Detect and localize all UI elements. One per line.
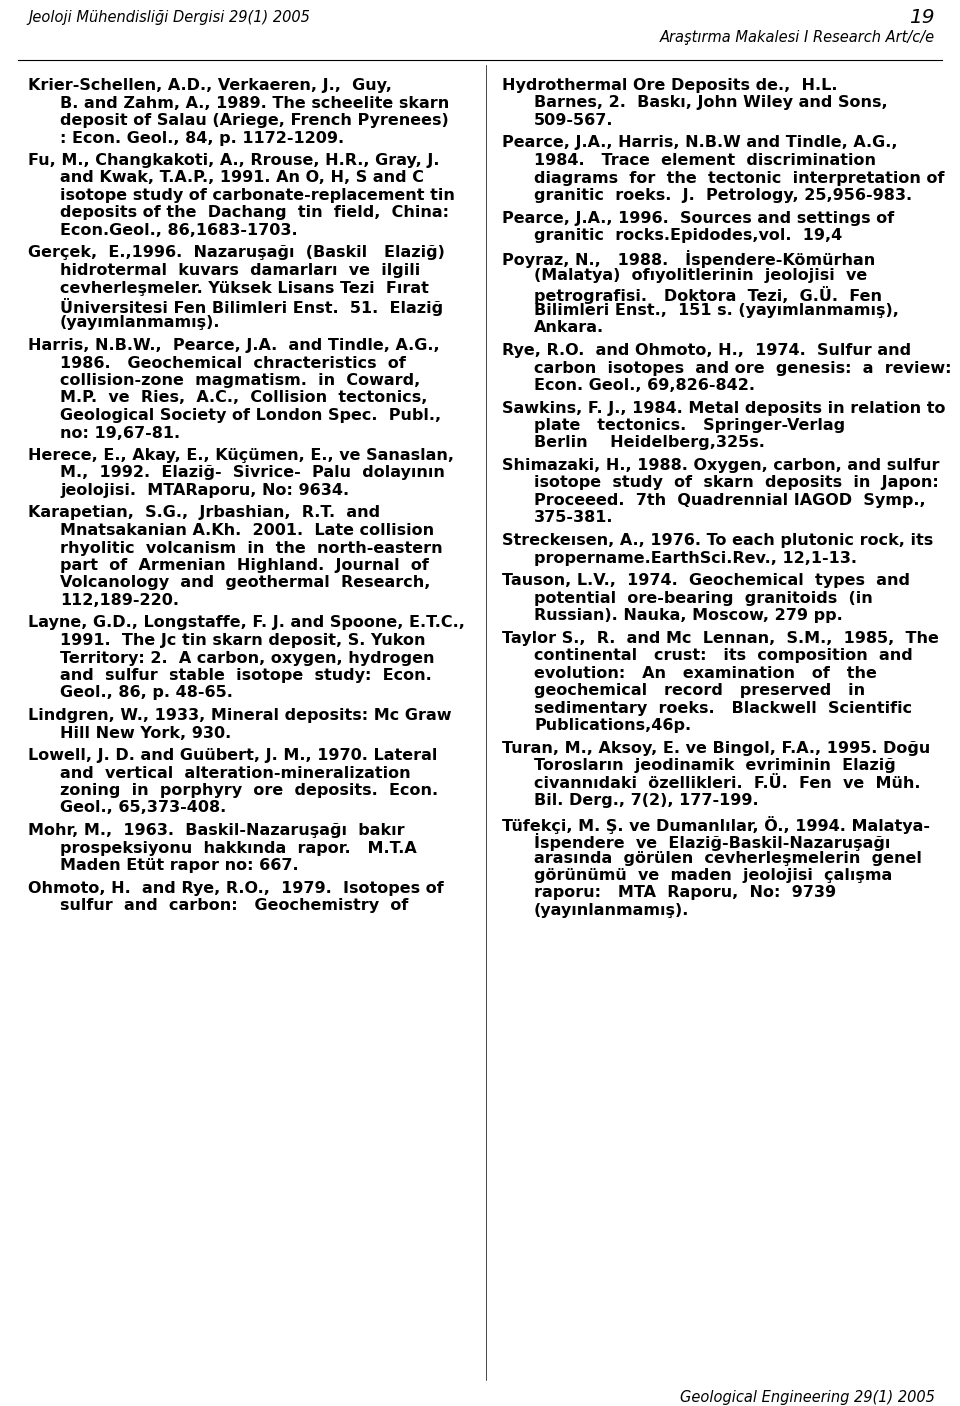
- Text: propername.EarthSci.Rev., 12,1-13.: propername.EarthSci.Rev., 12,1-13.: [534, 551, 857, 565]
- Text: part  of  Armenian  Highland.  Journal  of: part of Armenian Highland. Journal of: [60, 558, 429, 574]
- Text: Geological Society of London Spec.  Publ.,: Geological Society of London Spec. Publ.…: [60, 408, 442, 423]
- Text: and  sulfur  stable  isotope  study:  Econ.: and sulfur stable isotope study: Econ.: [60, 668, 432, 683]
- Text: isotope  study  of  skarn  deposits  in  Japon:: isotope study of skarn deposits in Japon…: [534, 475, 939, 491]
- Text: Bil. Derg., 7(2), 177-199.: Bil. Derg., 7(2), 177-199.: [534, 793, 758, 808]
- Text: Tüfekçi, M. Ş. ve Dumanlılar, Ö., 1994. Malatya-: Tüfekçi, M. Ş. ve Dumanlılar, Ö., 1994. …: [502, 815, 930, 834]
- Text: Fu, M., Changkakoti, A., Rrouse, H.R., Gray, J.: Fu, M., Changkakoti, A., Rrouse, H.R., G…: [28, 153, 440, 167]
- Text: Mnatsakanian A.Kh.  2001.  Late collision: Mnatsakanian A.Kh. 2001. Late collision: [60, 523, 434, 538]
- Text: görünümü  ve  maden  jeolojisi  çalışma: görünümü ve maden jeolojisi çalışma: [534, 868, 892, 883]
- Text: sedimentary  roeks.   Blackwell  Scientific: sedimentary roeks. Blackwell Scientific: [534, 700, 912, 716]
- Text: 112,189-220.: 112,189-220.: [60, 593, 179, 607]
- Text: Geol., 86, p. 48-65.: Geol., 86, p. 48-65.: [60, 686, 233, 700]
- Text: 375-381.: 375-381.: [534, 510, 613, 526]
- Text: Ohmoto, H.  and Rye, R.O.,  1979.  Isotopes of: Ohmoto, H. and Rye, R.O., 1979. Isotopes…: [28, 880, 444, 896]
- Text: Russian). Nauka, Moscow, 279 pp.: Russian). Nauka, Moscow, 279 pp.: [534, 607, 843, 623]
- Text: and Kwak, T.A.P., 1991. An O, H, S and C: and Kwak, T.A.P., 1991. An O, H, S and C: [60, 170, 424, 186]
- Text: B. and Zahm, A., 1989. The scheelite skarn: B. and Zahm, A., 1989. The scheelite ska…: [60, 96, 449, 111]
- Text: 1986.   Geochemical  chracteristics  of: 1986. Geochemical chracteristics of: [60, 356, 406, 371]
- Text: deposits of the  Dachang  tin  field,  China:: deposits of the Dachang tin field, China…: [60, 205, 449, 221]
- Text: geochemical   record   preserved   in: geochemical record preserved in: [534, 683, 865, 697]
- Text: continental   crust:   its  composition  and: continental crust: its composition and: [534, 648, 913, 664]
- Text: hidrotermal  kuvars  damarları  ve  ilgili: hidrotermal kuvars damarları ve ilgili: [60, 263, 420, 278]
- Text: Barnes, 2.  Baskı, John Wiley and Sons,: Barnes, 2. Baskı, John Wiley and Sons,: [534, 96, 888, 111]
- Text: Volcanology  and  geothermal  Research,: Volcanology and geothermal Research,: [60, 575, 430, 591]
- Text: 1991.  The Jc tin skarn deposit, S. Yukon: 1991. The Jc tin skarn deposit, S. Yukon: [60, 633, 425, 648]
- Text: potential  ore-bearing  granitoids  (in: potential ore-bearing granitoids (in: [534, 591, 873, 606]
- Text: cevherleşmeler. Yüksek Lisans Tezi  Fırat: cevherleşmeler. Yüksek Lisans Tezi Fırat: [60, 281, 429, 295]
- Text: Torosların  jeodinamik  evriminin  Elaziğ: Torosların jeodinamik evriminin Elaziğ: [534, 758, 896, 773]
- Text: prospeksiyonu  hakkında  rapor.   M.T.A: prospeksiyonu hakkında rapor. M.T.A: [60, 841, 417, 855]
- Text: Karapetian,  S.G.,  Jrbashian,  R.T.  and: Karapetian, S.G., Jrbashian, R.T. and: [28, 506, 380, 520]
- Text: Econ.Geol., 86,1683-1703.: Econ.Geol., 86,1683-1703.: [60, 224, 298, 238]
- Text: Taylor S.,  R.  and Mc  Lennan,  S.M.,  1985,  The: Taylor S., R. and Mc Lennan, S.M., 1985,…: [502, 630, 939, 645]
- Text: Streckeısen, A., 1976. To each plutonic rock, its: Streckeısen, A., 1976. To each plutonic …: [502, 533, 933, 548]
- Text: Gerçek,  E.,1996.  Nazaruşağı  (Baskil   Elaziğ): Gerçek, E.,1996. Nazaruşağı (Baskil Elaz…: [28, 246, 444, 260]
- Text: isotope study of carbonate-replacement tin: isotope study of carbonate-replacement t…: [60, 188, 455, 202]
- Text: Herece, E., Akay, E., Küçümen, E., ve Sanaslan,: Herece, E., Akay, E., Küçümen, E., ve Sa…: [28, 449, 454, 463]
- Text: Turan, M., Aksoy, E. ve Bingol, F.A., 1995. Doğu: Turan, M., Aksoy, E. ve Bingol, F.A., 19…: [502, 741, 930, 755]
- Text: 1984.   Trace  element  discrimination: 1984. Trace element discrimination: [534, 153, 876, 167]
- Text: Bilimleri Enst.,  151 s. (yayımlanmamış),: Bilimleri Enst., 151 s. (yayımlanmamış),: [534, 304, 899, 318]
- Text: Econ. Geol., 69,826-842.: Econ. Geol., 69,826-842.: [534, 378, 755, 394]
- Text: Jeoloji Mühendisliği Dergisi 29(1) 2005: Jeoloji Mühendisliği Dergisi 29(1) 2005: [28, 10, 310, 25]
- Text: jeolojisi.  MTARaporu, No: 9634.: jeolojisi. MTARaporu, No: 9634.: [60, 484, 349, 498]
- Text: deposit of Salau (Ariege, French Pyrenees): deposit of Salau (Ariege, French Pyrenee…: [60, 112, 448, 128]
- Text: Rye, R.O.  and Ohmoto, H.,  1974.  Sulfur and: Rye, R.O. and Ohmoto, H., 1974. Sulfur a…: [502, 343, 911, 359]
- Text: Berlin    Heidelberg,325s.: Berlin Heidelberg,325s.: [534, 436, 765, 450]
- Text: 509-567.: 509-567.: [534, 112, 613, 128]
- Text: (Malatya)  ofıyolitlerinin  jeolojisi  ve: (Malatya) ofıyolitlerinin jeolojisi ve: [534, 269, 867, 283]
- Text: Geological Engineering 29(1) 2005: Geological Engineering 29(1) 2005: [680, 1391, 935, 1405]
- Text: Tauson, L.V.,  1974.  Geochemical  types  and: Tauson, L.V., 1974. Geochemical types an…: [502, 574, 910, 588]
- Text: Lowell, J. D. and Guübert, J. M., 1970. Lateral: Lowell, J. D. and Guübert, J. M., 1970. …: [28, 748, 438, 763]
- Text: sulfur  and  carbon:   Geochemistry  of: sulfur and carbon: Geochemistry of: [60, 898, 408, 912]
- Text: diagrams  for  the  tectonic  interpretation of: diagrams for the tectonic interpretation…: [534, 170, 945, 186]
- Text: Sawkins, F. J., 1984. Metal deposits in relation to: Sawkins, F. J., 1984. Metal deposits in …: [502, 401, 946, 416]
- Text: Pearce, J.A., 1996.  Sources and settings of: Pearce, J.A., 1996. Sources and settings…: [502, 211, 895, 225]
- Text: Publications,46p.: Publications,46p.: [534, 718, 691, 733]
- Text: Geol., 65,373-408.: Geol., 65,373-408.: [60, 800, 227, 815]
- Text: Üniversitesi Fen Bilimleri Enst.  51.  Elaziğ: Üniversitesi Fen Bilimleri Enst. 51. Ela…: [60, 298, 444, 316]
- Text: Territory: 2.  A carbon, oxygen, hydrogen: Territory: 2. A carbon, oxygen, hydrogen: [60, 651, 435, 665]
- Text: Poyraz, N.,   1988.   İspendere-Kömürhan: Poyraz, N., 1988. İspendere-Kömürhan: [502, 250, 876, 269]
- Text: and  vertical  alteration-mineralization: and vertical alteration-mineralization: [60, 765, 411, 780]
- Text: collision-zone  magmatism.  in  Coward,: collision-zone magmatism. in Coward,: [60, 373, 420, 388]
- Text: Ankara.: Ankara.: [534, 321, 604, 336]
- Text: İspendere  ve  Elaziğ-Baskil-Nazaruşağı: İspendere ve Elaziğ-Baskil-Nazaruşağı: [534, 832, 890, 851]
- Text: plate   tectonics.   Springer-Verlag: plate tectonics. Springer-Verlag: [534, 418, 845, 433]
- Text: civannıdaki  özellikleri.  F.Ü.  Fen  ve  Müh.: civannıdaki özellikleri. F.Ü. Fen ve Müh…: [534, 776, 921, 790]
- Text: Krier-Schellen, A.D., Verkaeren, J.,  Guy,: Krier-Schellen, A.D., Verkaeren, J., Guy…: [28, 77, 392, 93]
- Text: (yayımlanmamış).: (yayımlanmamış).: [60, 315, 221, 330]
- Text: granitic  roeks.  J.  Petrology, 25,956-983.: granitic roeks. J. Petrology, 25,956-983…: [534, 188, 912, 202]
- Text: M.,  1992.  Elaziğ-  Sivrice-  Palu  dolayının: M., 1992. Elaziğ- Sivrice- Palu dolayını…: [60, 465, 444, 481]
- Text: Araştırma Makalesi I Research Art/c/e: Araştırma Makalesi I Research Art/c/e: [660, 30, 935, 45]
- Text: zoning  in  porphyry  ore  deposits.  Econ.: zoning in porphyry ore deposits. Econ.: [60, 783, 438, 799]
- Text: rhyolitic  volcanism  in  the  north-eastern: rhyolitic volcanism in the north-eastern: [60, 540, 443, 555]
- Text: petrografisi.   Doktora  Tezi,  G.Ü.  Fen: petrografisi. Doktora Tezi, G.Ü. Fen: [534, 285, 882, 304]
- Text: 19: 19: [909, 8, 935, 27]
- Text: Lindgren, W., 1933, Mineral deposits: Mc Graw: Lindgren, W., 1933, Mineral deposits: Mc…: [28, 709, 451, 723]
- Text: Hydrothermal Ore Deposits de.,  H.L.: Hydrothermal Ore Deposits de., H.L.: [502, 77, 837, 93]
- Text: (yayınlanmamış).: (yayınlanmamış).: [534, 903, 689, 918]
- Text: Pearce, J.A., Harris, N.B.W and Tindle, A.G.,: Pearce, J.A., Harris, N.B.W and Tindle, …: [502, 135, 898, 150]
- Text: carbon  isotopes  and ore  genesis:  a  review:: carbon isotopes and ore genesis: a revie…: [534, 360, 951, 375]
- Text: Proceeed.  7th  Quadrennial IAGOD  Symp.,: Proceeed. 7th Quadrennial IAGOD Symp.,: [534, 494, 925, 508]
- Text: no: 19,67-81.: no: 19,67-81.: [60, 426, 180, 440]
- Text: granitic  rocks.Epidodes,vol.  19,4: granitic rocks.Epidodes,vol. 19,4: [534, 228, 842, 243]
- Text: Maden Etüt rapor no: 667.: Maden Etüt rapor no: 667.: [60, 858, 299, 873]
- Text: : Econ. Geol., 84, p. 1172-1209.: : Econ. Geol., 84, p. 1172-1209.: [60, 131, 344, 145]
- Text: Hill New York, 930.: Hill New York, 930.: [60, 725, 231, 741]
- Text: evolution:   An   examination   of   the: evolution: An examination of the: [534, 665, 876, 681]
- Text: Harris, N.B.W.,  Pearce, J.A.  and Tindle, A.G.,: Harris, N.B.W., Pearce, J.A. and Tindle,…: [28, 337, 440, 353]
- Text: arasında  görülen  cevherleşmelerin  genel: arasında görülen cevherleşmelerin genel: [534, 851, 922, 866]
- Text: Mohr, M.,  1963.  Baskil-Nazaruşağı  bakır: Mohr, M., 1963. Baskil-Nazaruşağı bakır: [28, 823, 404, 838]
- Text: Layne, G.D., Longstaffe, F. J. and Spoone, E.T.C.,: Layne, G.D., Longstaffe, F. J. and Spoon…: [28, 616, 465, 630]
- Text: Shimazaki, H., 1988. Oxygen, carbon, and sulfur: Shimazaki, H., 1988. Oxygen, carbon, and…: [502, 458, 940, 472]
- Text: M.P.  ve  Ries,  A.C.,  Collision  tectonics,: M.P. ve Ries, A.C., Collision tectonics,: [60, 391, 427, 405]
- Text: raporu:   MTA  Raporu,  No:  9739: raporu: MTA Raporu, No: 9739: [534, 886, 836, 900]
